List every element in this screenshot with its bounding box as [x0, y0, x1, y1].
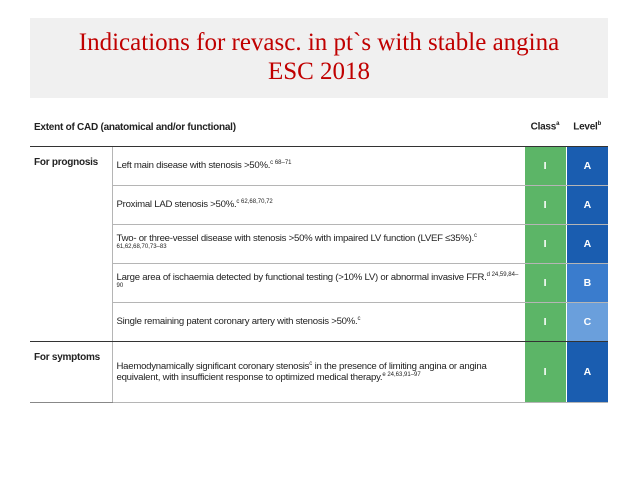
group-label: For prognosis: [30, 146, 113, 342]
header-cell: Levelb: [565, 108, 609, 147]
superscript: b: [597, 121, 602, 128]
header-text: Class: [530, 121, 557, 133]
indication-text: Single remaining patent coronary artery …: [116, 316, 358, 328]
indication-cell: Two- or three-vessel disease with stenos…: [112, 224, 525, 264]
header-cell: Extent of CAD (anatomical and/or functio…: [30, 108, 525, 147]
indication-cell: Proximal LAD stenosis >50%.c 62,68,70,72: [112, 185, 525, 225]
superscript: a: [556, 121, 560, 128]
indication-cell: Large area of ischaemia detected by func…: [112, 263, 525, 303]
indication-text: Left main disease with stenosis >50%.: [116, 160, 271, 172]
header-text: Level: [573, 121, 598, 133]
class-cell: I: [523, 224, 567, 264]
table-row: For symptoms Haemodynamically significant…: [30, 341, 609, 403]
level-cell: C: [565, 302, 609, 342]
table-row: Proximal LAD stenosis >50%.c 62,68,70,72…: [30, 185, 609, 225]
indication-text: in the presence of limiting angina or an…: [116, 361, 487, 384]
reference: e 24,63,91–97: [382, 372, 421, 378]
title-box: Indications for revasc. in pt`s with sta…: [30, 18, 608, 98]
indication-text: Haemodynamically significant coronary st…: [116, 361, 310, 372]
indication-text: Proximal LAD stenosis >50%.: [116, 199, 237, 211]
class-cell: I: [523, 185, 567, 225]
class-cell: I: [523, 146, 567, 186]
class-cell: I: [523, 302, 567, 342]
level-cell: A: [565, 146, 609, 186]
indication-cell: Left main disease with stenosis >50%.c 6…: [112, 146, 525, 186]
reference: d 24,59,84–90: [116, 271, 519, 289]
header-row: Extent of CAD (anatomical and/or functio…: [30, 108, 609, 147]
header-cell: Classa: [523, 108, 567, 147]
level-cell: A: [565, 185, 609, 225]
table-row: Two- or three-vessel disease with stenos…: [30, 224, 609, 264]
level-cell: A: [565, 341, 609, 403]
title-line: ESC 2018: [267, 58, 371, 85]
indication-table: Extent of CAD (anatomical and/or functio…: [30, 108, 609, 403]
class-cell: I: [523, 341, 567, 403]
indication-text: Two- or three-vessel disease with stenos…: [116, 233, 475, 244]
table-row: Large area of ischaemia detected by func…: [30, 263, 609, 303]
reference: c: [309, 360, 313, 367]
reference: c 61,62,68,70,73–83: [116, 232, 477, 250]
reference: c 68–71: [270, 160, 292, 167]
title-line: Indications for revasc. in pt`s with sta…: [78, 29, 560, 56]
class-cell: I: [523, 263, 567, 303]
indication-text: Large area of ischaemia detected by func…: [116, 272, 487, 283]
level-cell: A: [565, 224, 609, 264]
level-cell: B: [565, 263, 609, 303]
table-row: Single remaining patent coronary artery …: [30, 302, 609, 342]
indication-cell: Haemodynamically significant coronary st…: [112, 341, 525, 403]
reference: c 62,68,70,72: [236, 199, 273, 206]
table-row: For prognosis Left main disease with sten…: [30, 146, 609, 342]
reference: c: [357, 316, 361, 323]
indication-cell: Single remaining patent coronary artery …: [112, 302, 525, 342]
group-label: For symptoms: [30, 341, 113, 403]
